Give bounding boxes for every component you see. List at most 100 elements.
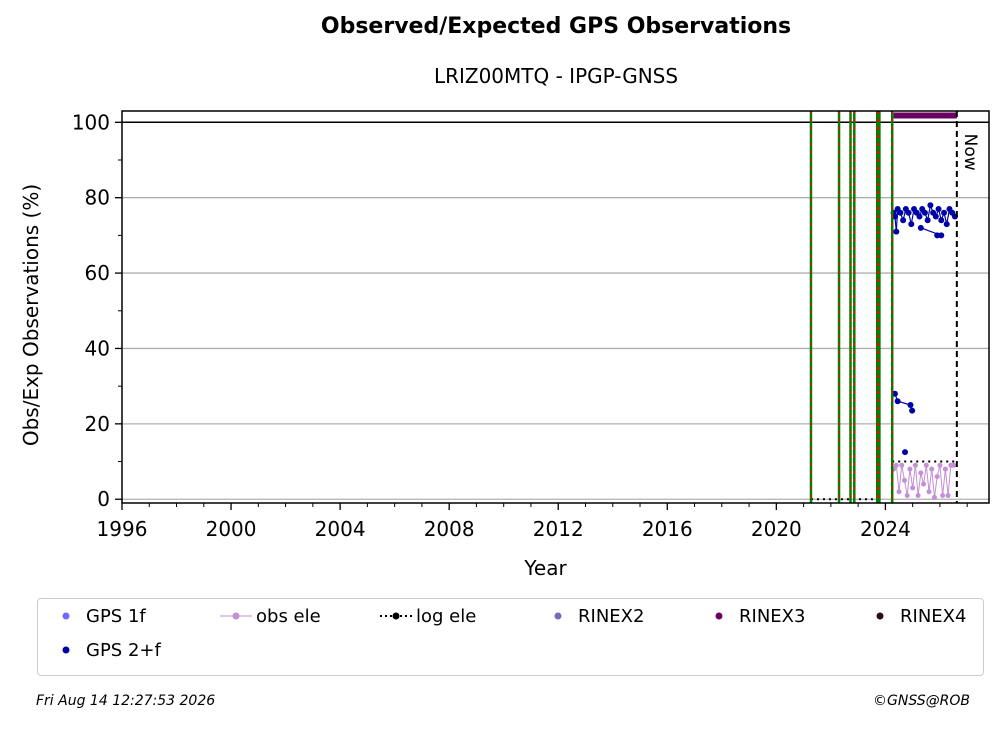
legend-label: log ele bbox=[416, 606, 477, 627]
obs-ele-line bbox=[909, 469, 914, 488]
legend-marker-svg bbox=[62, 646, 70, 654]
obs-ele-point bbox=[940, 492, 946, 498]
obs-ele-point bbox=[929, 466, 935, 472]
obs-ele-line bbox=[944, 469, 949, 496]
obs-ele-line bbox=[931, 469, 935, 498]
legend-item-gps-1f: GPS 1f bbox=[48, 606, 146, 627]
legend-marker-svg bbox=[876, 612, 884, 620]
timestamp: Fri Aug 14 12:27:53 2026 bbox=[36, 693, 216, 709]
y-tick-label: 100 bbox=[72, 110, 110, 134]
obs-ele-point bbox=[901, 477, 907, 483]
obs-ele-point bbox=[951, 462, 957, 468]
obs-ele-point bbox=[923, 462, 929, 468]
obs-ele-line bbox=[917, 472, 922, 496]
gps-2f-point bbox=[907, 402, 914, 408]
legend-marker bbox=[701, 607, 737, 625]
obs-ele-line bbox=[942, 469, 946, 496]
legend-marker-svg bbox=[380, 612, 412, 620]
gps-2f-point bbox=[935, 206, 942, 212]
legend-item-gps-2f: GPS 2+f bbox=[48, 640, 161, 661]
x-axis-label: Year bbox=[523, 556, 567, 580]
gps-2f-point bbox=[927, 202, 934, 209]
legend-marker bbox=[862, 607, 898, 625]
obs-ele-line bbox=[895, 465, 900, 492]
gps-2f-point bbox=[924, 217, 931, 224]
legend-label: obs ele bbox=[256, 606, 321, 627]
obs-ele-line bbox=[933, 476, 938, 498]
obs-ele-line bbox=[925, 465, 930, 492]
legend-label: RINEX3 bbox=[739, 606, 806, 627]
obs-ele-point bbox=[945, 492, 951, 498]
gps-2f-point bbox=[941, 209, 948, 216]
obs-ele-point bbox=[893, 462, 899, 468]
legend-item-rinex2: RINEX2 bbox=[540, 606, 644, 627]
obs-ele-line bbox=[928, 469, 933, 492]
gps-2f-point bbox=[897, 209, 904, 216]
obs-ele-line bbox=[914, 465, 919, 496]
legend-marker bbox=[378, 607, 414, 625]
obs-ele-point bbox=[918, 470, 924, 476]
legend-item-rinex4: RINEX4 bbox=[862, 606, 966, 627]
y-tick-label: 0 bbox=[97, 487, 110, 511]
gps-2f-point bbox=[905, 209, 912, 216]
legend-label: GPS 2+f bbox=[86, 640, 161, 661]
y-tick-label: 60 bbox=[85, 261, 110, 285]
legend-marker bbox=[48, 607, 84, 625]
obs-ele-point bbox=[907, 466, 913, 472]
obs-ele-point bbox=[896, 489, 902, 495]
x-tick-label: 2016 bbox=[642, 517, 693, 541]
obs-ele-point bbox=[899, 462, 905, 468]
chart-subtitle: LRIZ00MTQ - IPGP-GNSS bbox=[433, 64, 679, 88]
credit: ©GNSS@ROB bbox=[873, 693, 970, 709]
obs-ele-line bbox=[898, 465, 903, 492]
obs-ele-line bbox=[912, 465, 916, 488]
legend-label: GPS 1f bbox=[86, 606, 146, 627]
obs-ele-line bbox=[901, 465, 905, 481]
y-tick-label: 20 bbox=[85, 412, 110, 436]
gps-2f-point bbox=[909, 407, 916, 414]
gps-2f-point bbox=[943, 221, 950, 228]
obs-ele-point bbox=[934, 474, 940, 480]
gps-2f-point bbox=[938, 232, 945, 239]
gps-2f-point bbox=[938, 217, 945, 224]
y-axis-label: Obs/Exp Observations (%) bbox=[19, 184, 43, 446]
gps-2f-point bbox=[893, 228, 900, 235]
y-tick-label: 40 bbox=[85, 336, 110, 360]
gps-2f-point bbox=[902, 449, 909, 456]
legend-marker bbox=[540, 607, 576, 625]
obs-ele-line bbox=[947, 465, 952, 496]
obs-ele-point bbox=[915, 492, 921, 498]
legend-item-log-ele: log ele bbox=[378, 606, 476, 627]
x-tick-label: 1996 bbox=[97, 517, 148, 541]
y-tick-label: 80 bbox=[85, 186, 110, 210]
x-tick-label: 2004 bbox=[315, 517, 366, 541]
obs-ele-line bbox=[903, 480, 908, 496]
x-tick-label: 2000 bbox=[206, 517, 257, 541]
obs-ele-point bbox=[937, 462, 943, 468]
legend-label: RINEX4 bbox=[900, 606, 967, 627]
gps-2f-point bbox=[900, 217, 907, 224]
obs-ele-line bbox=[923, 465, 927, 485]
x-tick-label: 2024 bbox=[860, 517, 911, 541]
x-tick-label: 2020 bbox=[751, 517, 802, 541]
gps-2f-point bbox=[921, 209, 928, 216]
obs-ele-line bbox=[906, 469, 911, 496]
x-tick-label: 2008 bbox=[424, 517, 475, 541]
legend-marker bbox=[48, 641, 84, 659]
gps-2f-point bbox=[894, 398, 901, 405]
obs-ele-point bbox=[904, 492, 910, 498]
legend-marker-svg bbox=[220, 612, 252, 620]
chart-svg: Now 0 20 40 60 80 100 1996 2000 2004 2008 2012 2016 2… bbox=[19, 110, 990, 580]
obs-ele-line bbox=[939, 465, 944, 496]
legend: GPS 1f obs ele log ele RINEX2 RINEX3 RIN… bbox=[37, 598, 984, 676]
legend-marker-svg bbox=[554, 612, 562, 620]
legend-marker bbox=[218, 607, 254, 625]
gps-2f-point bbox=[908, 221, 915, 228]
gps-2f-point bbox=[932, 213, 939, 220]
plot-frame bbox=[121, 110, 990, 504]
legend-marker-svg bbox=[715, 612, 723, 620]
gps-2f-point bbox=[917, 224, 924, 231]
obs-ele-point bbox=[912, 462, 918, 468]
now-label: Now bbox=[960, 134, 980, 171]
x-tick-label: 2012 bbox=[533, 517, 584, 541]
